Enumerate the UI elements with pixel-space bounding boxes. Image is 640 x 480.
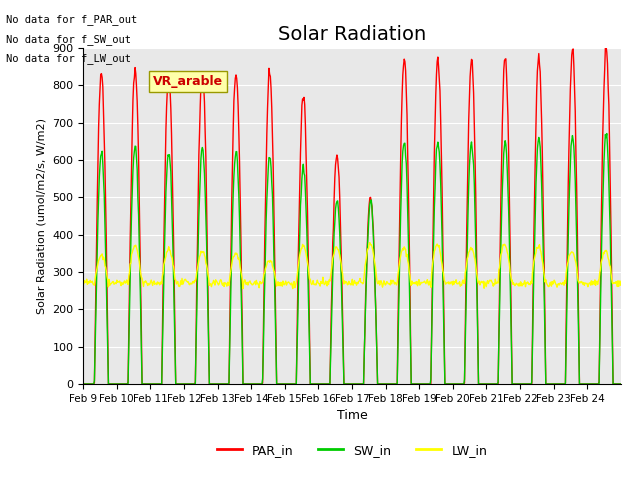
Text: No data for f_LW_out: No data for f_LW_out: [6, 53, 131, 64]
X-axis label: Time: Time: [337, 409, 367, 422]
Text: No data for f_PAR_out: No data for f_PAR_out: [6, 14, 138, 25]
Legend: PAR_in, SW_in, LW_in: PAR_in, SW_in, LW_in: [212, 439, 492, 462]
Title: Solar Radiation: Solar Radiation: [278, 24, 426, 44]
Y-axis label: Solar Radiation (umol/m2/s, W/m2): Solar Radiation (umol/m2/s, W/m2): [36, 118, 47, 314]
Text: No data for f_SW_out: No data for f_SW_out: [6, 34, 131, 45]
Text: VR_arable: VR_arable: [153, 75, 223, 88]
